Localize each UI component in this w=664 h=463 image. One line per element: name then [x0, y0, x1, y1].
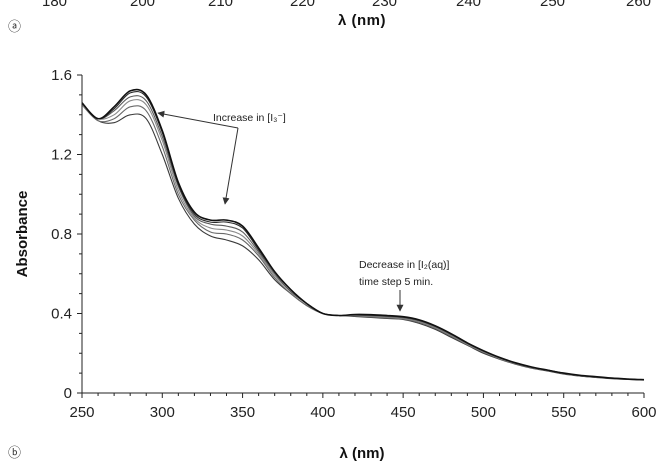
panel-a-x-axis-label: λ (nm) [338, 12, 386, 29]
y-axis-label: Absorbance [14, 191, 31, 278]
series-line [81, 95, 645, 381]
x-tick-label: 600 [631, 404, 656, 421]
annotation-increase: Increase in [I₃⁻] [213, 112, 286, 124]
series-layer [81, 88, 645, 381]
x-tick-label: 550 [551, 404, 576, 421]
panel-a-marker: ⓐ [8, 20, 22, 35]
axes-layer: 0 0.4 0.8 1.2 1.6 250 300 350 400 450 500 550 600 λ (… [14, 67, 657, 462]
annotation-decrease: Decrease in [I₂(aq)] [359, 259, 450, 271]
annotation-time-step: time step 5 min. [359, 276, 433, 288]
y-tick-label: 0 [64, 385, 72, 402]
annotation-layer: Increase in [I₃⁻] Decrease in [I₂(aq)] tim… [157, 110, 450, 312]
panel-a-tick-label: 200 [130, 0, 156, 10]
x-axis-label: λ (nm) [340, 445, 385, 462]
y-tick-label: 1.2 [51, 147, 72, 164]
panel-a-tick-label: 240 [456, 0, 482, 10]
x-tick-label: 300 [150, 404, 175, 421]
y-tick-label: 0.4 [51, 306, 72, 323]
panel-a-tick-label: 210 [208, 0, 234, 10]
x-tick-label: 400 [310, 404, 335, 421]
panel-a-tick-label: 230 [372, 0, 398, 10]
series-line [81, 88, 645, 381]
y-tick-label: 0.8 [51, 226, 72, 243]
y-tick-label: 1.6 [51, 67, 72, 84]
panel-a-remnant: 180 200 210 220 230 240 250 260 λ (nm) [0, 0, 664, 34]
x-tick-label: 350 [230, 404, 255, 421]
panel-a-tick-label: 220 [290, 0, 316, 10]
x-tick-label: 250 [69, 404, 94, 421]
panel-a-tick-label: 260 [626, 0, 652, 10]
x-tick-label: 500 [471, 404, 496, 421]
panel-a-tick-label: 180 [42, 0, 68, 10]
arrow-to-peak [157, 110, 239, 129]
panel-a-tick-label: 250 [540, 0, 566, 10]
arrow-to-shoulder [222, 127, 239, 205]
x-tick-label: 450 [391, 404, 416, 421]
series-line [81, 90, 645, 381]
panel-b-marker: ⓑ [8, 446, 22, 461]
